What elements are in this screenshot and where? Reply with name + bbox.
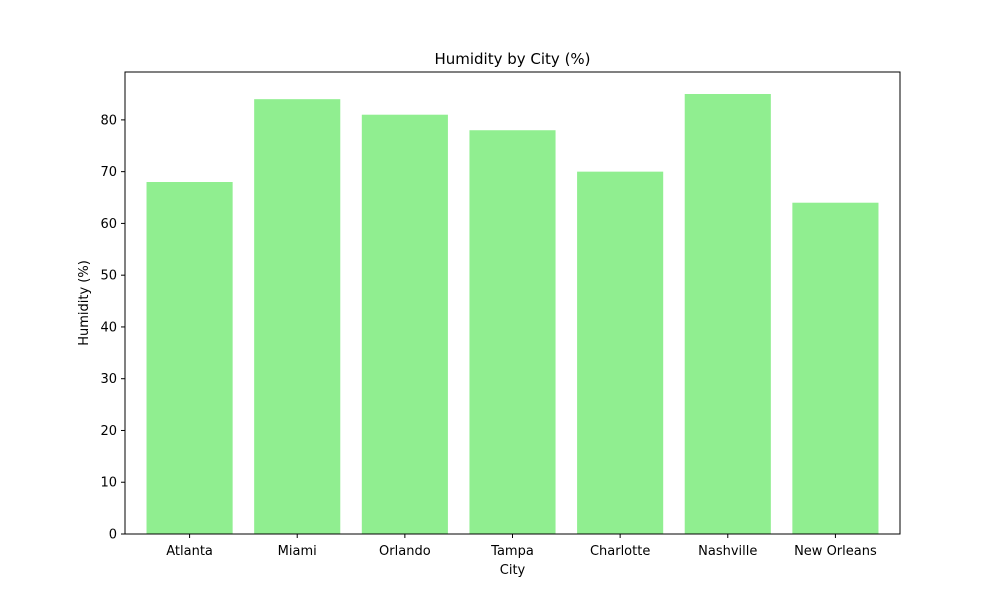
x-tick-label: Nashville xyxy=(698,544,757,559)
y-tick-label: 20 xyxy=(100,424,117,439)
bar-orlando xyxy=(361,114,448,535)
y-tick-label: 0 xyxy=(109,528,117,543)
plot-frame xyxy=(124,71,901,535)
bar-nashville xyxy=(684,94,771,534)
y-tick-label: 10 xyxy=(100,476,117,491)
chart-title: Humidity by City (%) xyxy=(434,50,590,68)
bar-new-orleans xyxy=(792,202,879,535)
y-tick-label: 30 xyxy=(100,372,117,387)
bars xyxy=(146,94,879,535)
y-tick-label: 40 xyxy=(100,320,117,335)
x-axis-label: City xyxy=(500,563,526,578)
x-tick-label: Charlotte xyxy=(590,544,650,559)
y-tick-label: 70 xyxy=(100,165,117,180)
bar-tampa xyxy=(469,130,556,534)
x-tick-label: Atlanta xyxy=(166,544,213,559)
bar-miami xyxy=(254,99,341,535)
y-tick-label: 50 xyxy=(100,269,117,284)
y-tick-label: 80 xyxy=(100,113,117,128)
x-tick-label: Miami xyxy=(278,544,317,559)
y-axis: 0 10 20 30 40 50 60 70 80 xyxy=(100,113,125,543)
x-axis: Atlanta Miami Orlando Tampa Charlotte Nashvil… xyxy=(166,534,877,559)
x-tick-label: Tampa xyxy=(490,544,534,559)
y-axis-label: Humidity (%) xyxy=(77,260,92,346)
bar-atlanta xyxy=(146,182,233,534)
bar-charlotte xyxy=(577,171,664,534)
y-tick-label: 60 xyxy=(100,217,117,232)
x-tick-label: Orlando xyxy=(379,544,431,559)
x-tick-label: New Orleans xyxy=(794,544,877,559)
